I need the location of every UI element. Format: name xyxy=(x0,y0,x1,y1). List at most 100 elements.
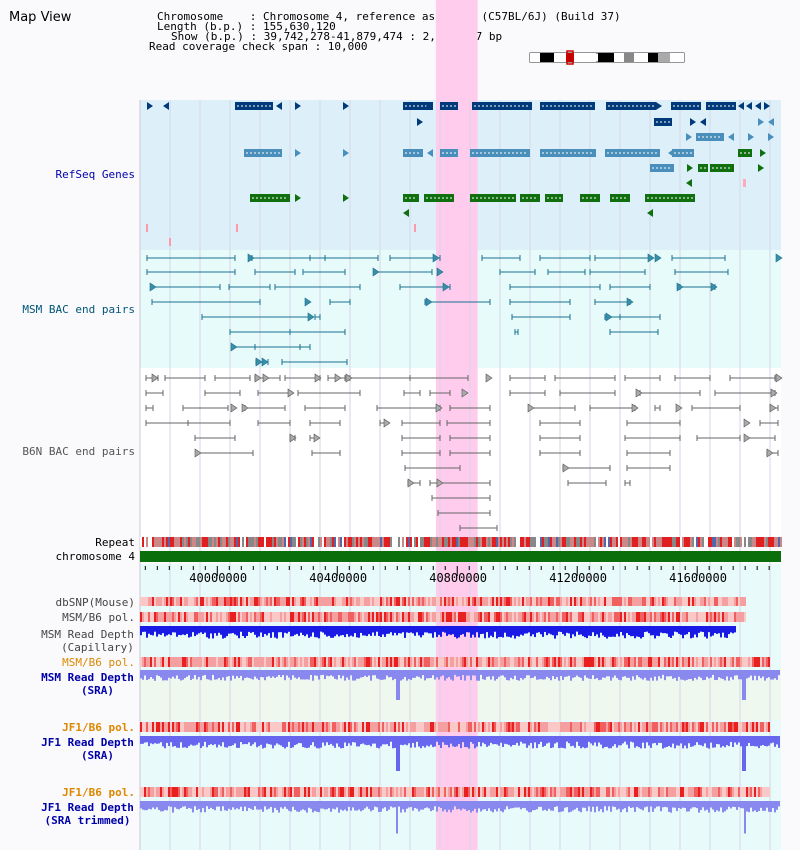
msm-depth-capillary-bar xyxy=(376,626,378,632)
msm-b6-pol-sra-segment xyxy=(648,657,650,667)
jf1-depth-sra-label: JF1 Read Depth xyxy=(41,736,134,749)
msm-depth-sra-bar xyxy=(164,670,166,681)
dbsnp-segment xyxy=(720,597,722,606)
jf1-depth-sra-bar xyxy=(454,736,456,747)
jf1-depth-trimmed-bar xyxy=(634,801,636,812)
jf1-b6-pol-trimmed-segment xyxy=(584,787,586,797)
dbsnp-segment xyxy=(190,597,192,606)
jf1-depth-sra-bar xyxy=(582,736,584,748)
jf1-depth-sra-bar xyxy=(752,736,754,746)
msm-b6-pol-capillary-segment xyxy=(560,612,562,622)
msm-b6-pol-sra-segment xyxy=(684,657,686,667)
dbsnp-segment xyxy=(540,597,542,606)
jf1-depth-trimmed-bar xyxy=(424,801,426,809)
msm-b6-pol-capillary-segment xyxy=(272,612,274,622)
msm-depth-capillary-bar xyxy=(612,626,614,637)
jf1-b6-pol-trimmed-segment xyxy=(630,787,632,797)
jf1-b6-pol-trimmed-segment xyxy=(178,787,180,797)
jf1-depth-trimmed-bar xyxy=(740,801,742,809)
jf1-depth-trimmed-bar xyxy=(148,801,150,809)
dbsnp-segment xyxy=(570,597,572,606)
jf1-b6-pol-sra-segment xyxy=(276,722,278,732)
jf1-b6-pol-sra-segment xyxy=(390,722,392,732)
jf1-b6-pol-trimmed-segment xyxy=(378,787,380,797)
jf1-depth-trimmed-bar xyxy=(586,801,588,812)
jf1-b6-pol-sra-segment xyxy=(364,722,366,732)
jf1-b6-pol-sra-segment xyxy=(252,722,254,732)
repeat-segment xyxy=(546,537,548,547)
jf1-depth-sra-bar xyxy=(506,736,508,745)
repeat-segment xyxy=(608,537,610,547)
refseq-gene-small xyxy=(414,224,416,232)
repeat-segment xyxy=(422,537,424,547)
dbsnp-segment xyxy=(464,597,466,606)
msm-b6-pol-sra-segment xyxy=(316,657,318,667)
msm-depth-sra-bar xyxy=(574,670,576,678)
jf1-depth-trimmed-bar xyxy=(770,801,772,812)
msm-b6-pol-capillary-segment xyxy=(202,612,204,622)
msm-b6-pol-sra-segment xyxy=(676,657,678,667)
jf1-depth-trimmed-bar xyxy=(646,801,648,807)
jf1-b6-pol-sra-segment xyxy=(356,722,358,732)
msm-depth-sra-bar xyxy=(588,670,590,679)
jf1-depth-sra-bar xyxy=(392,736,394,749)
msm-b6-pol-sra-segment xyxy=(278,657,280,667)
repeat-segment xyxy=(516,537,518,547)
repeat-segment xyxy=(570,537,572,547)
msm-depth-capillary-bar xyxy=(142,626,144,632)
ideogram-band xyxy=(566,53,574,62)
msm-b6-pol-capillary-segment xyxy=(164,612,166,622)
repeat-segment xyxy=(344,537,346,547)
dbsnp-segment xyxy=(330,597,332,606)
msm-b6-pol-capillary-segment xyxy=(372,612,374,622)
dbsnp-segment xyxy=(536,597,538,606)
jf1-b6-pol-trimmed-segment xyxy=(556,787,558,797)
jf1-b6-pol-trimmed-segment xyxy=(506,787,508,797)
msm-depth-capillary-bar xyxy=(648,626,650,634)
msm-depth-sra-bar xyxy=(706,670,708,677)
jf1-b6-pol-trimmed-segment xyxy=(688,787,690,797)
jf1-b6-pol-sra-segment xyxy=(334,722,336,732)
repeat-segment xyxy=(668,537,670,547)
jf1-b6-pol-trimmed-segment xyxy=(740,787,742,797)
msm-bac-end-marker xyxy=(307,312,315,322)
jf1-depth-trimmed-bar xyxy=(156,801,158,808)
msm-b6-pol-capillary-segment xyxy=(244,612,246,622)
jf1-b6-pol-sra-segment xyxy=(584,722,586,732)
msm-depth-capillary-bar xyxy=(234,626,236,635)
msm-b6-pol-sra-segment xyxy=(520,657,522,667)
msm-b6-pol-capillary-segment xyxy=(350,612,352,622)
jf1-b6-pol-trimmed-segment xyxy=(762,787,764,797)
msm-depth-sra-bar xyxy=(652,670,654,681)
jf1-depth-trimmed-bar xyxy=(478,801,480,809)
msm-depth-capillary-bar xyxy=(350,626,352,636)
jf1-b6-pol-trimmed-segment xyxy=(576,787,578,797)
msm-depth-sra-bar xyxy=(192,670,194,679)
jf1-depth-trimmed-bar xyxy=(628,801,630,807)
msm-b6-pol-sra-segment xyxy=(482,657,484,667)
msm-depth-sra-bar xyxy=(736,670,738,676)
jf1-depth-sra-bar xyxy=(214,736,216,745)
repeat-segment xyxy=(374,537,376,547)
dbsnp-segment xyxy=(352,597,354,606)
jf1-depth-sra-bar xyxy=(484,736,486,745)
msm-b6-pol-sra-segment xyxy=(450,657,452,667)
jf1-depth-sra-bar xyxy=(586,736,588,748)
msm-depth-capillary-bar xyxy=(342,626,344,636)
jf1-b6-pol-trimmed-segment xyxy=(696,787,698,797)
repeat-segment xyxy=(780,537,782,547)
msm-b6-pol-capillary-segment xyxy=(642,612,644,622)
msm-depth-capillary-bar xyxy=(340,626,342,636)
msm-depth-capillary-bar xyxy=(292,626,294,637)
msm-b6-pol-sra-segment xyxy=(410,657,412,667)
jf1-b6-pol-trimmed-segment xyxy=(754,787,756,797)
msm-depth-sra-bar xyxy=(306,670,308,680)
jf1-depth-sra-bar xyxy=(772,736,774,743)
jf1-depth-trimmed-bar xyxy=(178,801,180,810)
msm-depth-capillary-bar xyxy=(488,626,490,638)
jf1-b6-pol-sra-segment xyxy=(162,722,164,732)
jf1-b6-pol-trimmed-segment xyxy=(338,787,340,797)
strand-arrow-right xyxy=(758,164,764,172)
jf1-depth-sra-bar xyxy=(256,736,258,748)
